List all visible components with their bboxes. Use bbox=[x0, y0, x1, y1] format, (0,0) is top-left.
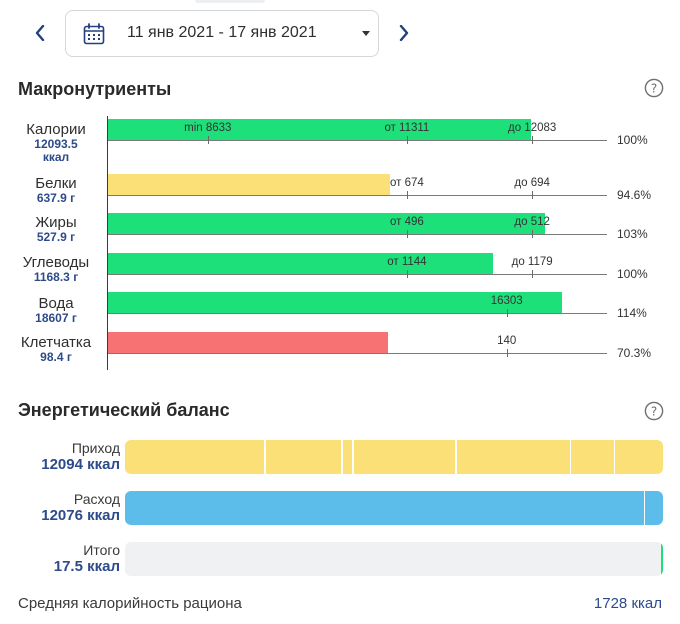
macros-help-icon[interactable]: ? bbox=[644, 78, 664, 98]
macro-tick bbox=[532, 230, 534, 238]
macro-name: Белки bbox=[35, 175, 77, 192]
macro-bar-3 bbox=[108, 253, 494, 274]
energy-help-icon[interactable]: ? bbox=[644, 401, 664, 421]
macro-tick bbox=[506, 309, 508, 317]
macro-bar-4 bbox=[108, 292, 563, 313]
macro-name: Вода bbox=[38, 295, 74, 312]
macro-marker-label: от 11311 bbox=[384, 122, 430, 134]
macro-label-1: Белки 637.9 г bbox=[8, 175, 104, 205]
macro-name: Жиры bbox=[35, 214, 77, 231]
macro-marker-label: до 1179 bbox=[511, 256, 553, 268]
avg-calorie-value: 1728 ккал bbox=[593, 595, 662, 612]
macro-unit: ккал bbox=[42, 150, 70, 164]
macro-bar-1 bbox=[108, 174, 390, 195]
macro-value: 527.9 г bbox=[36, 230, 76, 244]
svg-text:?: ? bbox=[651, 82, 657, 96]
energy-value: 17.5 ккал bbox=[53, 558, 120, 575]
energy-balance-edge bbox=[661, 542, 663, 576]
macro-marker-label: до 512 bbox=[514, 216, 550, 228]
svg-text:?: ? bbox=[651, 405, 657, 419]
energy-bar-segment-divider bbox=[643, 491, 646, 525]
macro-label-5: Клетчатка 98.4 г bbox=[8, 334, 104, 364]
prev-week-button[interactable] bbox=[30, 22, 50, 44]
macro-tick bbox=[532, 136, 534, 144]
macro-tick bbox=[207, 136, 209, 144]
macro-value: 637.9 г bbox=[36, 191, 76, 205]
macro-name: Калории bbox=[26, 121, 86, 138]
avg-calorie-label: Средняя калорийность рациона bbox=[18, 595, 242, 612]
macro-label-3: Углеводы 1168.3 г bbox=[8, 254, 104, 284]
energy-bar-segment-divider bbox=[341, 440, 343, 474]
energy-name: Приход bbox=[71, 440, 120, 456]
macro-tick bbox=[406, 136, 408, 144]
macro-tick bbox=[406, 191, 408, 199]
energy-bar-segment-divider bbox=[352, 440, 354, 474]
macro-bar-0 bbox=[108, 119, 532, 140]
macro-marker-label: от 1144 bbox=[387, 256, 427, 268]
macro-percent: 114% bbox=[617, 306, 647, 320]
macro-percent: 70.3% bbox=[617, 346, 652, 360]
macro-baseline bbox=[108, 195, 607, 196]
energy-value: 12076 ккал bbox=[41, 507, 120, 524]
caret-down-icon bbox=[362, 31, 370, 36]
macro-percent: 100% bbox=[617, 133, 648, 147]
macro-tick bbox=[532, 191, 534, 199]
macro-label-0: Калории 12093.5 ккал bbox=[8, 121, 104, 164]
macros-axis bbox=[107, 116, 108, 370]
macro-percent: 100% bbox=[617, 267, 648, 281]
energy-bar-segment-divider bbox=[613, 440, 615, 474]
macro-label-2: Жиры 527.9 г bbox=[8, 214, 104, 244]
macro-marker-label: от 674 bbox=[389, 177, 424, 189]
macro-value: 1168.3 г bbox=[33, 270, 79, 284]
macro-percent: 94.6% bbox=[617, 188, 652, 202]
energy-name: Итого bbox=[83, 542, 120, 558]
energy-bar-1 bbox=[125, 491, 663, 525]
energy-bar-segment-divider bbox=[455, 440, 457, 474]
macro-baseline bbox=[108, 274, 607, 275]
macro-bar-2 bbox=[108, 213, 545, 234]
macro-baseline bbox=[108, 140, 607, 141]
macro-tick bbox=[532, 270, 534, 278]
macros-title: Макронутриенты bbox=[18, 79, 172, 99]
energy-label-2: Итого 17.5 ккал bbox=[10, 542, 120, 575]
energy-value: 12094 ккал bbox=[41, 456, 120, 473]
energy-bar-segment-divider bbox=[264, 440, 266, 474]
macro-tick bbox=[406, 230, 408, 238]
macro-baseline bbox=[108, 234, 607, 235]
macro-value: 18607 г bbox=[35, 311, 77, 325]
energy-bar-2 bbox=[125, 542, 663, 576]
macro-marker-label: до 694 bbox=[514, 177, 550, 189]
macro-baseline bbox=[108, 313, 607, 314]
top-tab-stub bbox=[195, 0, 265, 3]
macro-marker-label: до 12083 bbox=[508, 122, 557, 134]
macro-marker-label: min 8633 bbox=[184, 122, 232, 134]
macro-tick bbox=[506, 349, 508, 357]
macro-name: Углеводы bbox=[22, 254, 90, 271]
energy-label-0: Приход 12094 ккал bbox=[10, 440, 120, 473]
energy-name: Расход bbox=[73, 491, 120, 507]
macro-value: 12093.5 bbox=[34, 137, 78, 151]
macro-name: Клетчатка bbox=[20, 334, 92, 351]
energy-bar-segment-divider bbox=[569, 440, 572, 474]
macro-marker-label: 16303 bbox=[490, 295, 523, 307]
chevron-right-icon bbox=[399, 25, 409, 41]
date-range-select[interactable]: 11 янв 2021 - 17 янв 2021 bbox=[65, 10, 379, 57]
macro-marker-label: от 496 bbox=[389, 216, 424, 228]
macro-label-4: Вода 18607 г bbox=[8, 295, 104, 325]
macro-marker-label: 140 bbox=[497, 335, 517, 347]
chevron-left-icon bbox=[35, 25, 45, 41]
energy-label-1: Расход 12076 ккал bbox=[10, 491, 120, 524]
date-range-text: 11 янв 2021 - 17 янв 2021 bbox=[127, 24, 317, 41]
energy-title: Энергетический баланс bbox=[18, 400, 230, 420]
calendar-icon bbox=[83, 23, 105, 45]
macro-baseline bbox=[108, 353, 607, 354]
macro-value: 98.4 г bbox=[40, 350, 72, 364]
macro-tick bbox=[406, 270, 408, 278]
next-week-button[interactable] bbox=[394, 22, 414, 44]
macro-bar-5 bbox=[108, 332, 388, 353]
macro-percent: 103% bbox=[617, 227, 648, 241]
energy-bar-0 bbox=[125, 440, 663, 474]
